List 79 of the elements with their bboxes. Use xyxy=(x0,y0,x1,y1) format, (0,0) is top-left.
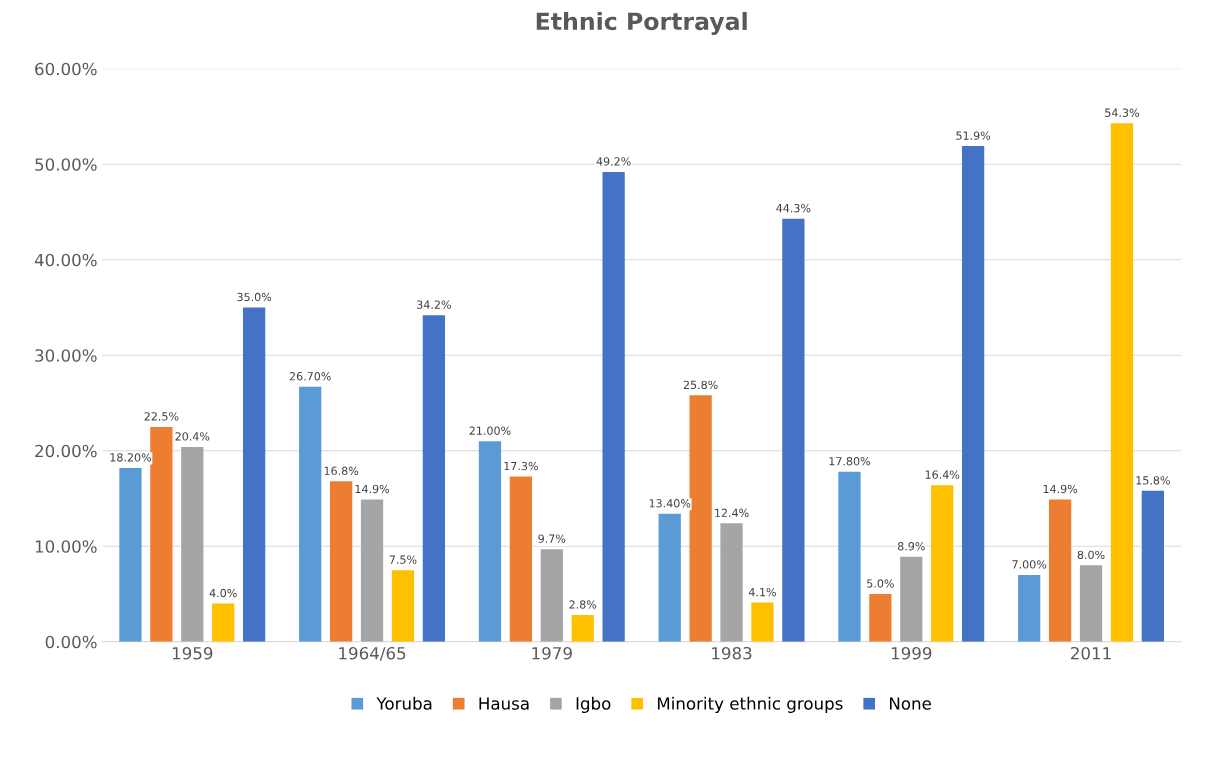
bar xyxy=(571,615,594,642)
data-label: 8.0% xyxy=(1077,550,1105,560)
y-tick-label: 20.00% xyxy=(35,444,97,458)
bar xyxy=(1110,123,1134,642)
bar xyxy=(509,476,532,642)
data-label: 34.2% xyxy=(417,300,451,309)
bar xyxy=(1141,490,1164,642)
bar xyxy=(212,603,235,642)
data-label: 17.3% xyxy=(504,461,538,471)
bar xyxy=(931,485,954,642)
data-label: 4.1% xyxy=(748,587,776,597)
bar xyxy=(540,549,563,642)
data-label: 26.70% xyxy=(289,372,331,381)
bar xyxy=(478,441,502,642)
y-tick-label: 40.00% xyxy=(34,253,97,267)
bar xyxy=(181,446,204,642)
bar xyxy=(422,315,446,642)
bar xyxy=(689,395,712,642)
y-tick-label: 10.00% xyxy=(35,540,97,553)
data-label: 17.80% xyxy=(829,457,871,466)
data-label: 20.4% xyxy=(175,432,210,441)
bar xyxy=(658,513,681,642)
data-label: 9.7% xyxy=(538,534,566,543)
data-label: 4.0% xyxy=(209,588,237,598)
legend-label: Minority ethnic groups xyxy=(657,696,843,713)
y-tick-label: 30.00% xyxy=(35,349,97,362)
bar xyxy=(869,594,892,642)
data-label: 8.9% xyxy=(897,542,925,551)
bar xyxy=(1048,499,1072,642)
data-label: 44.3% xyxy=(776,203,811,213)
bar xyxy=(961,146,985,642)
bar xyxy=(243,307,266,642)
bar xyxy=(150,426,173,642)
legend-label: Hausa xyxy=(479,697,529,710)
data-label: 54.3% xyxy=(1105,108,1139,117)
bar xyxy=(119,467,142,642)
bar xyxy=(1079,565,1103,642)
bar xyxy=(360,499,384,642)
data-label: 51.9% xyxy=(956,131,991,140)
data-label: 25.8% xyxy=(683,380,718,390)
data-label: 35.0% xyxy=(237,292,272,302)
x-tick-label: 1983 xyxy=(712,646,752,660)
data-label: 49.2% xyxy=(596,157,631,166)
y-tick-label: 60.00% xyxy=(35,62,97,76)
x-tick-label: 1999 xyxy=(891,646,932,660)
bar xyxy=(900,556,923,642)
data-label: 12.4% xyxy=(715,508,749,518)
y-tick-label: 50.00% xyxy=(35,158,97,171)
legend-label: Igbo xyxy=(576,696,611,713)
x-tick-label: 1964/65 xyxy=(339,646,406,661)
data-label: 5.0% xyxy=(867,579,894,588)
bar xyxy=(720,523,743,642)
data-label: 14.9% xyxy=(1043,484,1078,494)
legend-label: Yoruba xyxy=(376,696,432,710)
data-label: 7.00% xyxy=(1012,560,1047,569)
data-label: 16.8% xyxy=(324,466,359,475)
data-label: 15.8% xyxy=(1136,476,1170,485)
data-label: 22.5% xyxy=(144,412,179,421)
data-label: 16.4% xyxy=(925,470,960,479)
bar xyxy=(299,386,322,642)
bar xyxy=(838,471,861,642)
legend-label: None xyxy=(890,697,931,710)
bar xyxy=(602,171,625,642)
bar xyxy=(782,218,805,642)
data-label: 14.9% xyxy=(355,484,390,494)
bar xyxy=(751,602,774,642)
data-label: 21.00% xyxy=(469,426,511,435)
x-tick-label: 1959 xyxy=(172,646,213,660)
bar xyxy=(1018,574,1041,642)
x-tick-label: 1979 xyxy=(532,646,572,660)
data-label: 13.40% xyxy=(649,499,691,508)
x-tick-label: 2011 xyxy=(1071,646,1111,660)
chart-title: Ethnic Portrayal xyxy=(536,11,747,35)
bar xyxy=(330,481,353,642)
bar xyxy=(391,570,415,642)
data-label: 18.20% xyxy=(110,453,152,462)
data-label: 2.8% xyxy=(569,600,597,609)
y-tick-label: 0.00% xyxy=(45,635,97,649)
data-label: 7.5% xyxy=(389,555,417,564)
